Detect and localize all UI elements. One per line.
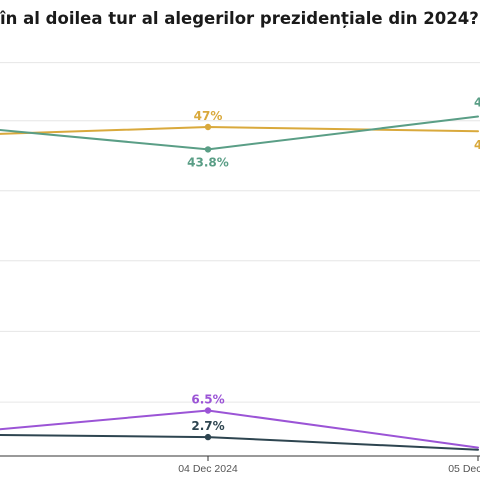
data-point	[204, 146, 212, 153]
series-line	[0, 115, 479, 151]
series-lines	[0, 115, 479, 451]
gridlines	[0, 62, 480, 403]
series-line	[0, 126, 479, 135]
series-line	[0, 409, 479, 449]
x-tick-label: 05 Dec 2024	[448, 463, 480, 475]
data-label: 2.7%	[191, 419, 224, 433]
data-point	[204, 407, 212, 414]
data-point	[204, 433, 212, 441]
data-label: 47%	[194, 109, 223, 123]
data-label: 43.8%	[187, 155, 229, 169]
data-labels: 47% 4 43.8% 4 6.5% 2.7%	[187, 96, 480, 434]
x-tick-label: 04 Dec 2024	[178, 463, 238, 475]
data-label: 6.5%	[191, 393, 224, 407]
series-points	[204, 123, 212, 441]
data-label: 4	[474, 96, 480, 110]
data-point	[204, 123, 212, 131]
x-axis: 04 Dec 2024 05 Dec 2024	[0, 455, 480, 475]
data-label: 4	[474, 138, 480, 152]
chart-title: în al doilea tur al alegerilor prezidenț…	[0, 9, 479, 28]
